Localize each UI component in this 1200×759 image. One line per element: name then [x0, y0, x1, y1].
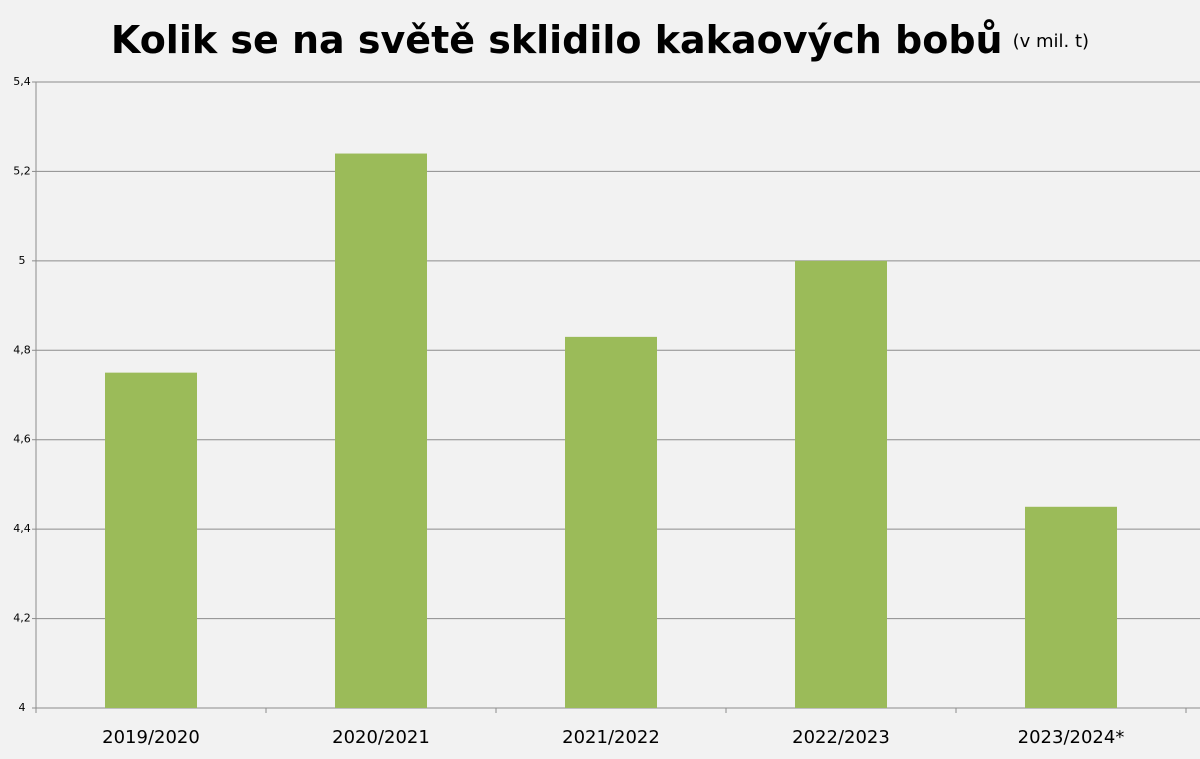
y-tick-label: 4,6: [13, 433, 31, 446]
bar: [105, 372, 197, 708]
y-tick-label: 4: [19, 701, 26, 714]
bar: [565, 336, 657, 708]
x-tick-label: 2019/2020: [102, 727, 200, 748]
bar: [1025, 506, 1117, 708]
y-tick-label: 4,4: [13, 522, 31, 535]
y-tick-label: 5,4: [13, 75, 31, 88]
bar: [795, 260, 887, 708]
y-tick-label: 4,2: [13, 612, 31, 625]
y-tick-label: 5,2: [13, 164, 31, 177]
x-tick-label: 2020/2021: [332, 727, 430, 748]
x-tick-label: 2023/2024*: [1018, 727, 1125, 748]
chart-title-group: Kolik se na světě sklidilo kakaových bob…: [111, 18, 1089, 62]
y-tick-label: 4,8: [13, 343, 31, 356]
chart-title: Kolik se na světě sklidilo kakaových bob…: [111, 18, 1003, 62]
x-tick-label: 2022/2023: [792, 727, 890, 748]
x-tick-label: 2021/2022: [562, 727, 660, 748]
chart-subtitle: (v mil. t): [1013, 31, 1089, 52]
bar: [335, 153, 427, 709]
y-tick-label: 5: [19, 254, 26, 267]
